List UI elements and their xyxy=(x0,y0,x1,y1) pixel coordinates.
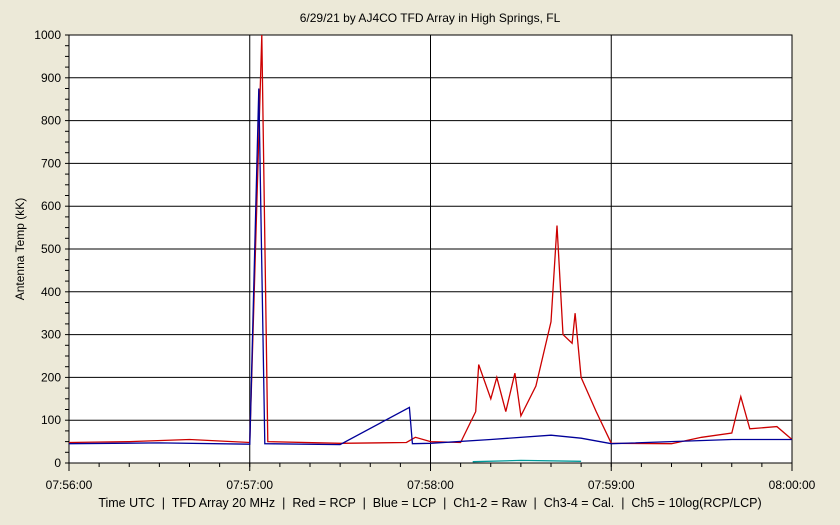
y-tick-label: 300 xyxy=(41,328,61,342)
y-tick-label: 900 xyxy=(41,71,61,85)
x-tick-label: 07:57:00 xyxy=(226,478,273,492)
x-tick-label: 08:00:00 xyxy=(769,478,816,492)
y-tick-label: 0 xyxy=(54,456,61,470)
y-tick-label: 100 xyxy=(41,413,61,427)
y-tick-label: 1000 xyxy=(34,28,61,42)
series-line xyxy=(472,459,582,463)
y-axis-label: Antenna Temp (kK) xyxy=(13,198,27,301)
series-line xyxy=(68,88,792,446)
y-tick-label: 700 xyxy=(41,156,61,170)
axis-layer: 0 100 200 300 400 500 600 700 800 900 1000 07:56:00… xyxy=(34,28,815,492)
y-tick-label: 500 xyxy=(41,242,61,256)
x-tick-label: 07:58:00 xyxy=(407,478,454,492)
grid-layer xyxy=(69,35,792,463)
y-tick-label: 400 xyxy=(41,285,61,299)
y-tick-label: 800 xyxy=(41,114,61,128)
x-tick-label: 07:59:00 xyxy=(588,478,635,492)
y-tick-label: 200 xyxy=(41,370,61,384)
y-tick-label: 600 xyxy=(41,199,61,213)
x-axis-label: Time UTC | TFD Array 20 MHz | Red = RCP … xyxy=(98,496,761,510)
chart-title: 6/29/21 by AJ4CO TFD Array in High Sprin… xyxy=(300,11,561,25)
x-tick-label: 07:56:00 xyxy=(46,478,93,492)
series-layer xyxy=(68,34,793,463)
